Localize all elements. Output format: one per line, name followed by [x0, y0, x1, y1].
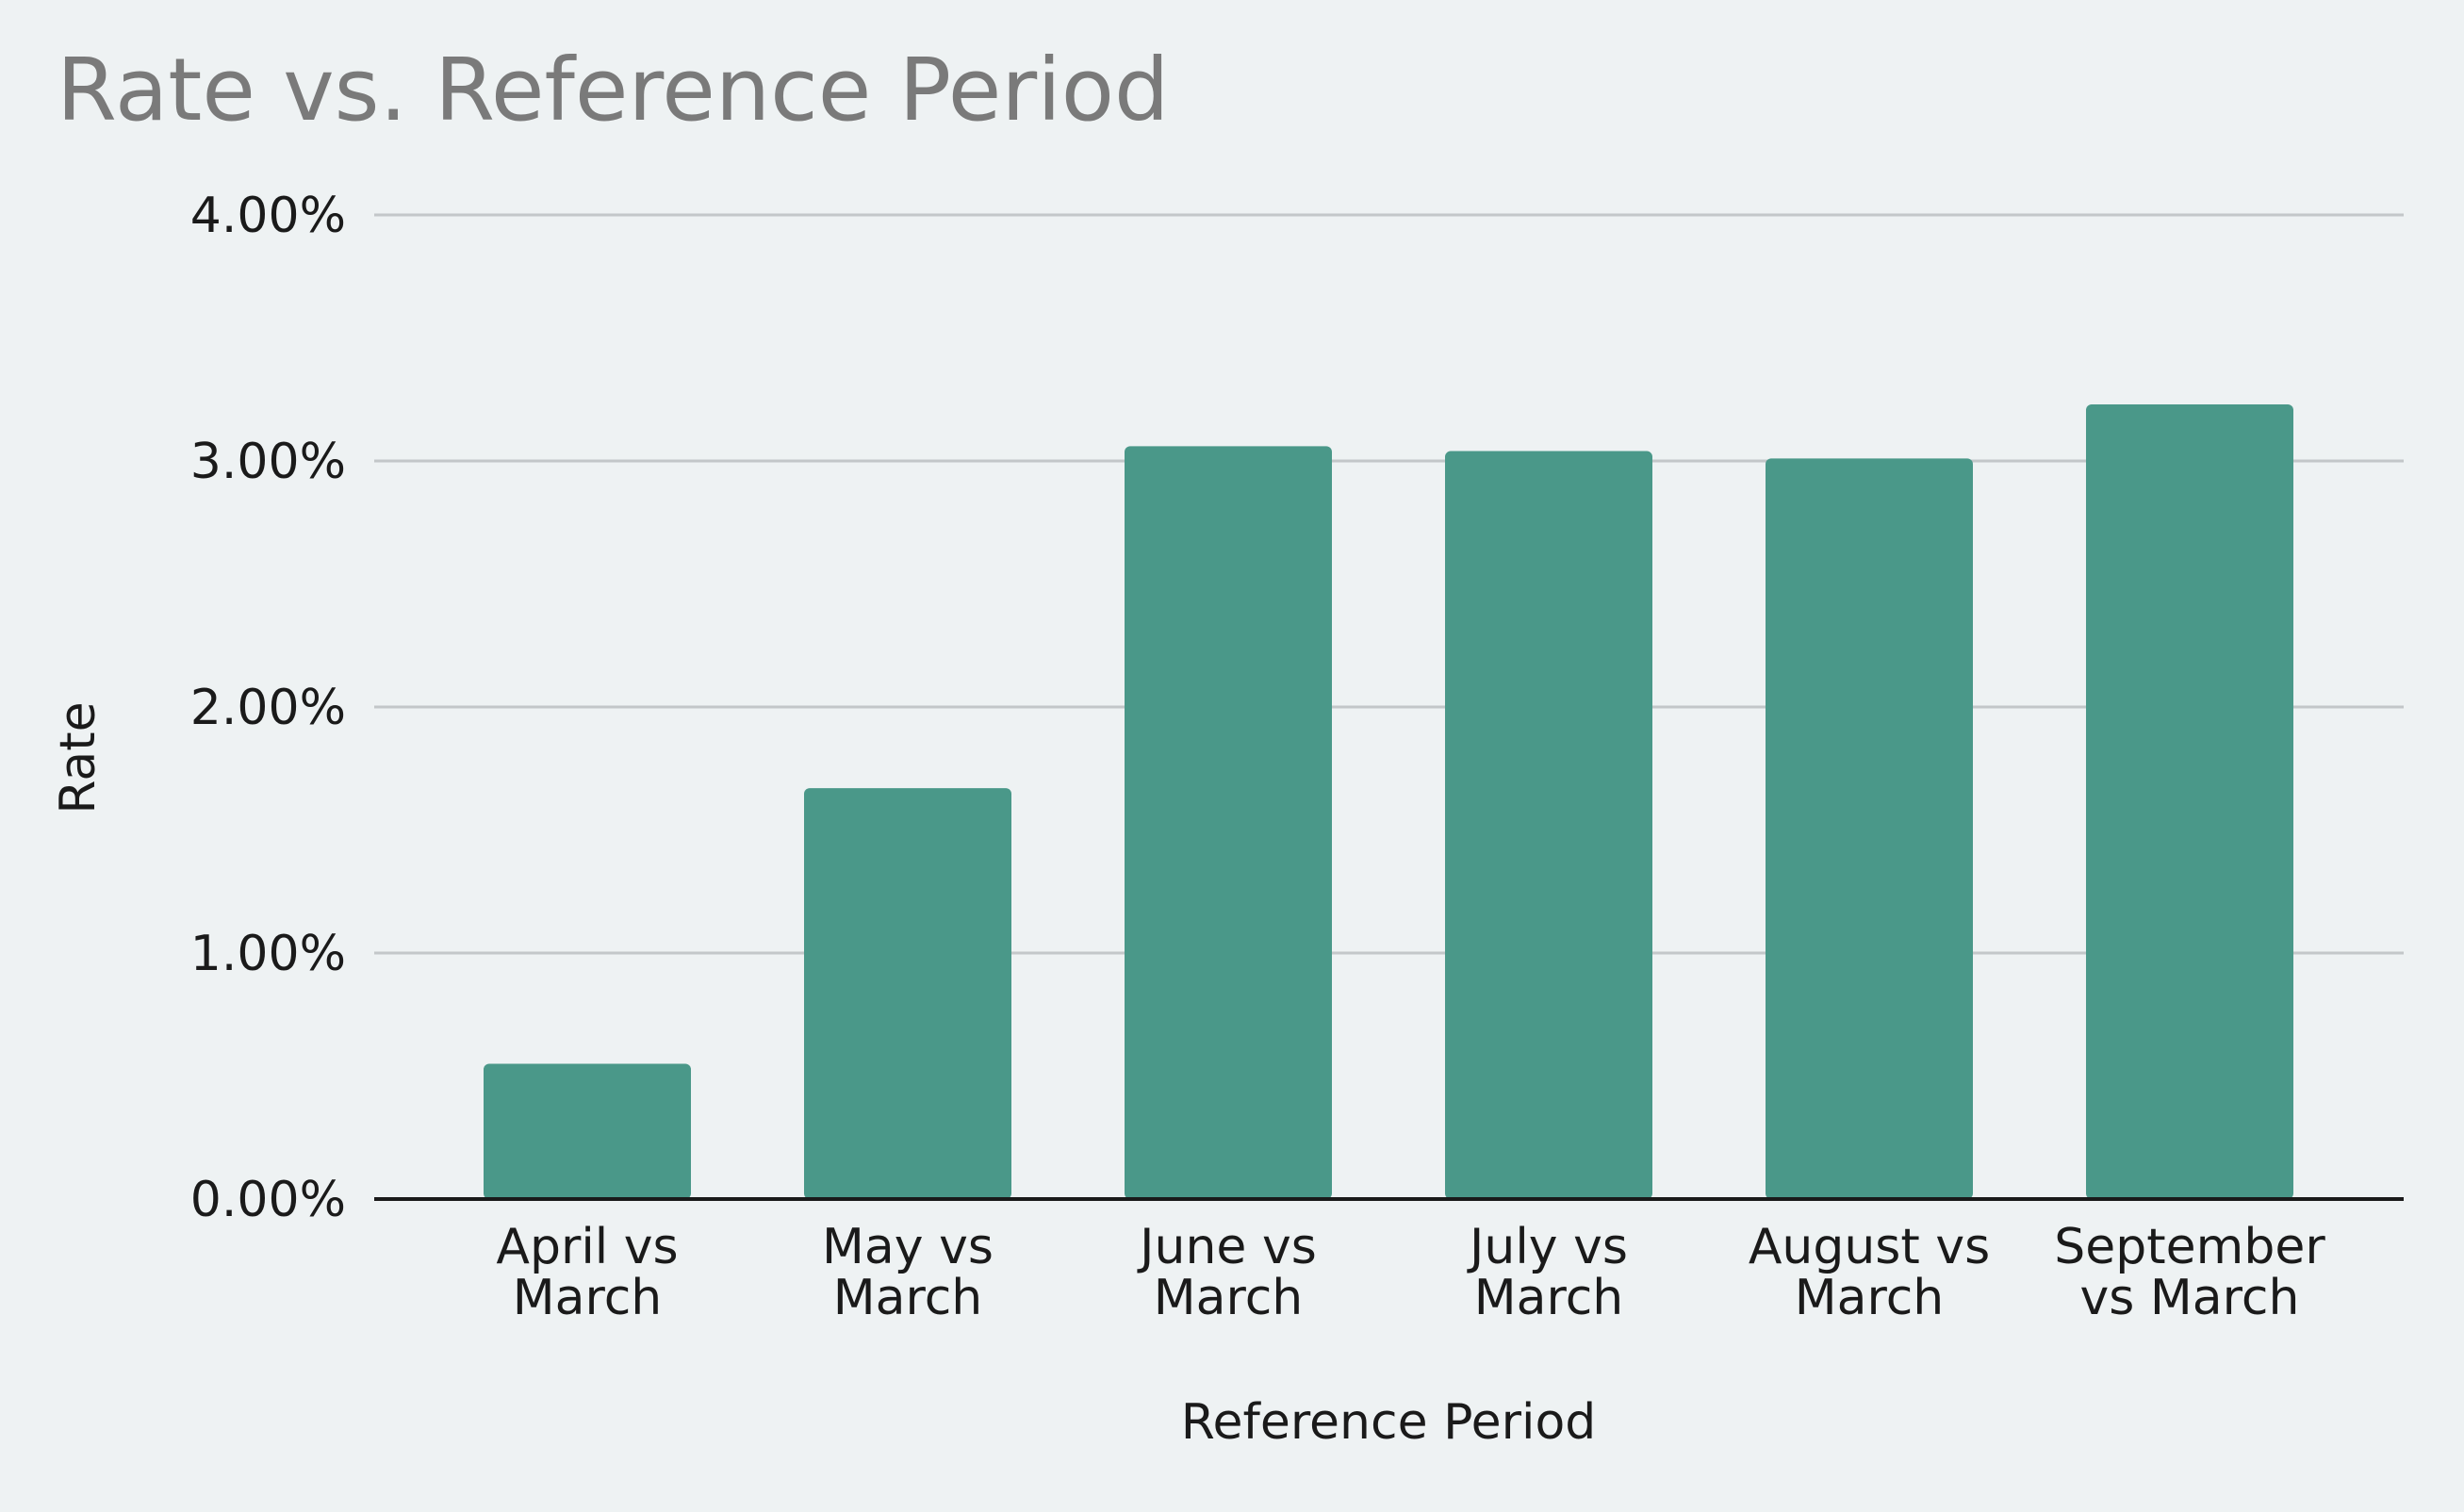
- bar: [2086, 403, 2293, 1200]
- x-tick-label: May vs March: [822, 1219, 994, 1326]
- bar: [1125, 446, 1332, 1200]
- y-tick-labels: 0.00% 1.00% 2.00% 3.00% 4.00%: [190, 188, 346, 1228]
- x-tick-label: September vs March: [2054, 1219, 2325, 1326]
- chart-title: Rate vs. Reference Period: [57, 40, 1170, 140]
- bar: [484, 1063, 691, 1199]
- x-tick-labels: April vs March May vs March June vs March July…: [496, 1219, 2325, 1326]
- x-tick-label: June vs March: [1137, 1219, 1317, 1326]
- y-tick-label: 3.00%: [190, 434, 346, 490]
- y-axis-label: Rate: [50, 701, 107, 814]
- bars: [484, 403, 2293, 1200]
- x-axis-label: Reference Period: [1181, 1394, 1597, 1451]
- y-tick-label: 4.00%: [190, 188, 346, 244]
- x-tick-label: July vs March: [1467, 1219, 1628, 1326]
- y-tick-label: 0.00%: [190, 1172, 346, 1228]
- y-tick-label: 1.00%: [190, 926, 346, 982]
- x-tick-label: April vs March: [496, 1219, 678, 1326]
- x-tick-label: August vs March: [1749, 1219, 1990, 1326]
- bar: [1445, 451, 1652, 1199]
- y-tick-label: 2.00%: [190, 680, 346, 736]
- grid-lines: [374, 213, 2404, 955]
- bar: [804, 788, 1011, 1199]
- bar: [1766, 458, 1973, 1199]
